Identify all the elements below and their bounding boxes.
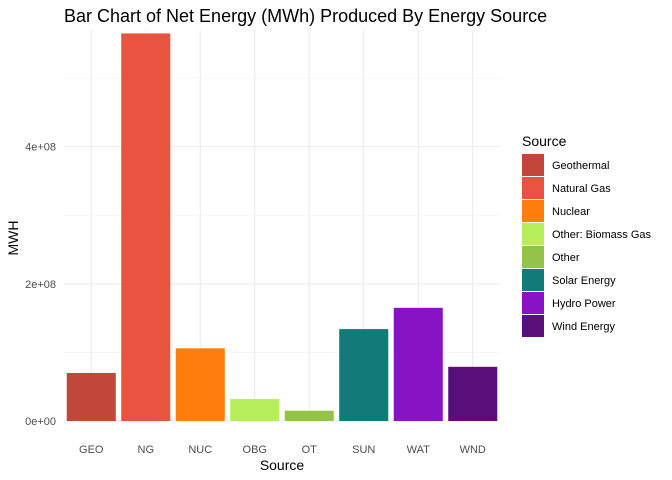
legend-label: Nuclear — [552, 206, 590, 218]
x-tick-label: WAT — [407, 444, 430, 456]
bar-wnd — [448, 366, 498, 421]
bar-sun — [339, 329, 389, 421]
y-tick-label: 2e+08 — [25, 279, 56, 291]
legend-label: Hydro Power — [552, 298, 616, 310]
x-tick-label: GEO — [79, 444, 104, 456]
bar-wat — [393, 307, 443, 421]
legend-label: Solar Energy — [552, 275, 616, 287]
legend-swatch — [522, 315, 544, 337]
legend-label: Natural Gas — [552, 183, 611, 195]
x-tick-label: NUC — [188, 444, 212, 456]
bar-obg — [230, 399, 280, 421]
legend-swatch — [522, 246, 544, 268]
y-axis-ticks: 0e+00 2e+08 4e+08 — [25, 142, 56, 428]
legend-label: Wind Energy — [552, 321, 615, 333]
x-tick-label: SUN — [352, 444, 375, 456]
legend-swatch — [522, 177, 544, 199]
legend-label: Other — [552, 252, 580, 264]
x-tick-label: NG — [138, 444, 155, 456]
legend-title: Source — [522, 133, 567, 149]
legend-label: Geothermal — [552, 160, 609, 172]
y-tick-label: 0e+00 — [25, 416, 56, 428]
bar-ot — [284, 410, 334, 421]
legend-swatch — [522, 269, 544, 291]
bar-nuc — [175, 348, 225, 421]
legend-swatch — [522, 200, 544, 222]
bar-geo — [66, 372, 116, 421]
x-tick-label: WND — [460, 444, 486, 456]
legend: Source Geothermal Natural Gas Nuclear Other… — [522, 133, 652, 337]
bars — [66, 33, 498, 422]
x-axis-title: Source — [260, 457, 305, 473]
legend-label: Other: Biomass Gas — [552, 229, 652, 241]
y-axis-title: MWH — [5, 221, 21, 256]
chart-title: Bar Chart of Net Energy (MWh) Produced B… — [64, 6, 547, 26]
bar-ng — [121, 33, 171, 422]
legend-swatch — [522, 292, 544, 314]
legend-swatch — [522, 154, 544, 176]
x-tick-label: OBG — [243, 444, 267, 456]
x-tick-label: OT — [302, 444, 318, 456]
x-axis-ticks: GEO NG NUC OBG OT SUN WAT WND — [79, 444, 486, 456]
y-tick-label: 4e+08 — [25, 142, 56, 154]
legend-swatch — [522, 223, 544, 245]
